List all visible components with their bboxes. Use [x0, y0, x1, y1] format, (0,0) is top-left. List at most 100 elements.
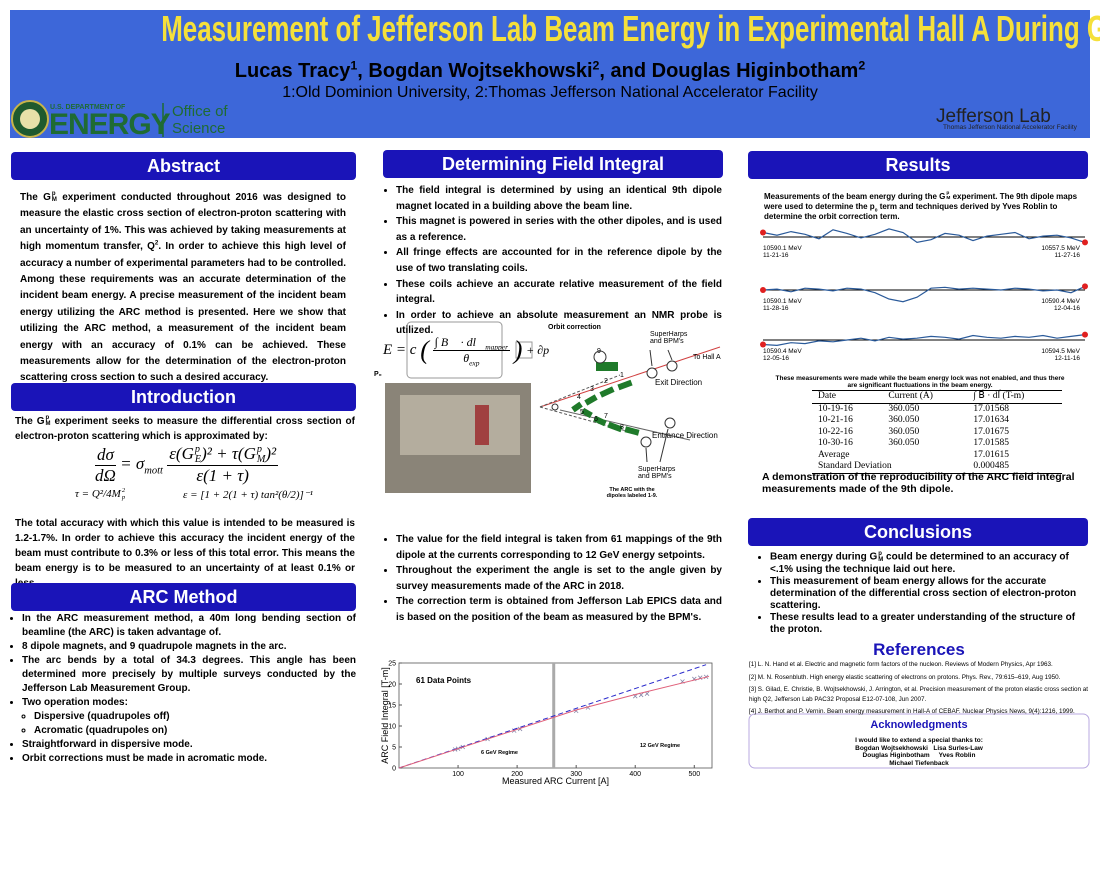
cell: 17.01675: [973, 426, 1009, 437]
y-tick-label: 15: [388, 703, 396, 710]
dipole: [571, 401, 583, 413]
dipole-number: 8: [620, 424, 624, 431]
x-tick-label: 200: [511, 771, 523, 778]
section-header: Conclusions: [748, 518, 1088, 546]
cell: 10-21-16: [818, 415, 853, 425]
strip-date: 11-21-16: [763, 252, 789, 259]
dipole-number: 2: [604, 378, 608, 385]
diagram-caption: The ARC with the dipoles labeled 1-9.: [606, 487, 658, 499]
subscript: E: [194, 454, 202, 466]
text-run: Beam energy during G: [770, 551, 878, 563]
text-run: τ = Q²/4M: [75, 488, 121, 501]
x-tick-label: 100: [452, 771, 464, 778]
bullet: The value for the field integral is take…: [396, 532, 722, 563]
bullet: In the ARC measurement method, a 40m lon…: [22, 612, 356, 640]
arrow: [667, 349, 673, 361]
diagram-label: SuperHarps and BPM's: [638, 466, 676, 480]
dipole-9-label-ring: [593, 350, 607, 364]
strip-label: 10590.4 MeV: [1041, 298, 1080, 305]
bullet-list: The value for the field integral is take…: [383, 532, 722, 626]
ack-title: Acknowledgments: [870, 719, 968, 731]
section-header: Abstract: [11, 152, 356, 180]
results-demo: A demonstration of the reproducibility o…: [762, 471, 1075, 495]
jlab-subtitle: Thomas Jefferson National Accelerator Fa…: [943, 124, 1077, 131]
strip-end: [1082, 283, 1088, 290]
table-row: 10-22-16 360.050 17.01675: [812, 427, 1062, 439]
dipoles: [571, 379, 640, 436]
table-row: 10-19-16 360.050 17.01568: [812, 403, 1062, 415]
bullet: This measurement of beam energy allows f…: [770, 576, 1090, 612]
dipole-9: [596, 362, 618, 371]
subscript: M: [946, 195, 951, 201]
strip-date: 12-04-16: [1054, 305, 1080, 312]
strip-label: 10590.1 MeV: [763, 298, 802, 305]
bullet: The field integral is determined by usin…: [396, 183, 722, 214]
x-tick-label: 500: [688, 771, 700, 778]
doe-office: Office of: [172, 103, 228, 120]
lhs-den: dΩ: [95, 465, 116, 485]
dipole-number: 7: [604, 413, 608, 420]
integral: ∫ B⃗ · dl⃗: [434, 335, 486, 349]
strip-date: 11-28-16: [763, 305, 789, 312]
eq-lhs: E = c: [383, 341, 417, 358]
diagram-label: Entrance Direction: [652, 431, 718, 440]
cell: 10-19-16: [818, 403, 853, 414]
strip-line: [762, 334, 1086, 347]
text-run: The G: [20, 192, 51, 203]
lhs-num: dσ: [95, 444, 116, 466]
eq-num: ∫ B⃗ · dl⃗mapper: [432, 335, 510, 352]
text-run: Lucas Tracy: [234, 60, 351, 82]
doe-seal-inner: [20, 109, 40, 129]
text-run: experiment conducted throughout 2016 was…: [20, 192, 346, 253]
bullet: These results lead to a greater understa…: [770, 612, 1090, 636]
text-run: . In order to achieve this high level of…: [20, 241, 346, 384]
references-list: [1] L. N. Hand et al. Electric and magne…: [749, 660, 1089, 720]
superscript: p: [946, 191, 950, 197]
header-cell: Current (A): [888, 391, 933, 401]
header-band: [10, 10, 1090, 138]
superscript: p: [878, 551, 882, 557]
dipole-number: 6: [594, 416, 598, 423]
strip-start: [760, 341, 766, 348]
text-run: Measurements of the beam energy during t…: [764, 192, 946, 201]
text-run: experiment. The 9th dipole maps were use…: [764, 192, 1078, 211]
results-caption: These measurements were made while the b…: [775, 375, 1065, 389]
strip-start: [760, 287, 766, 293]
strip-end: [1082, 239, 1088, 246]
y-tick-label: 5: [392, 745, 396, 752]
bullet: The arc bends by a total of 34.3 degrees…: [22, 654, 356, 696]
subscript: M: [45, 421, 51, 428]
eq-den: θexp: [463, 351, 479, 367]
cell: 17.01585: [973, 438, 1009, 448]
strip-label: 10594.5 MeV: [1041, 348, 1080, 355]
bullet: Straightforward in dispersive mode.: [22, 738, 356, 752]
dipole: [617, 379, 633, 391]
table-header: Date Current (A) ∫ B⃗ · dl⃗ (T-m): [812, 390, 1062, 403]
text-run: term and techniques derived by Yves Robl…: [764, 202, 1058, 221]
strip-date: 12-05-16: [763, 355, 789, 362]
rhs-num: ε(G p E)² + τ(G p M)²: [167, 444, 279, 467]
superscript: 2: [121, 487, 126, 494]
text-run: experiment seeks to measure the differen…: [15, 416, 356, 442]
x-tick-label: 300: [570, 771, 582, 778]
epsilon-formula: ε = [1 + 2(1 + τ) tan²(θ/2)]⁻¹: [183, 489, 313, 501]
subscript: M: [878, 557, 884, 563]
superscript: p: [51, 191, 56, 198]
cell: 17.01615: [973, 449, 1009, 460]
y-axis-label: ARC Field Integral [T-m]: [380, 667, 390, 764]
fit-line: [398, 675, 710, 769]
strip-line: [762, 285, 1086, 303]
dipole: [607, 421, 623, 433]
table-row: Average 17.01615: [812, 450, 1062, 462]
diagram-label: Exit Direction: [655, 378, 703, 387]
text-run: , Bogdan Wojtsekhowski: [357, 60, 593, 82]
eq-num-sub: mapper: [485, 342, 508, 352]
ack-box: [748, 713, 1090, 769]
annotation: 61 Data Points: [416, 676, 472, 685]
beamline-entrance: [559, 409, 691, 441]
